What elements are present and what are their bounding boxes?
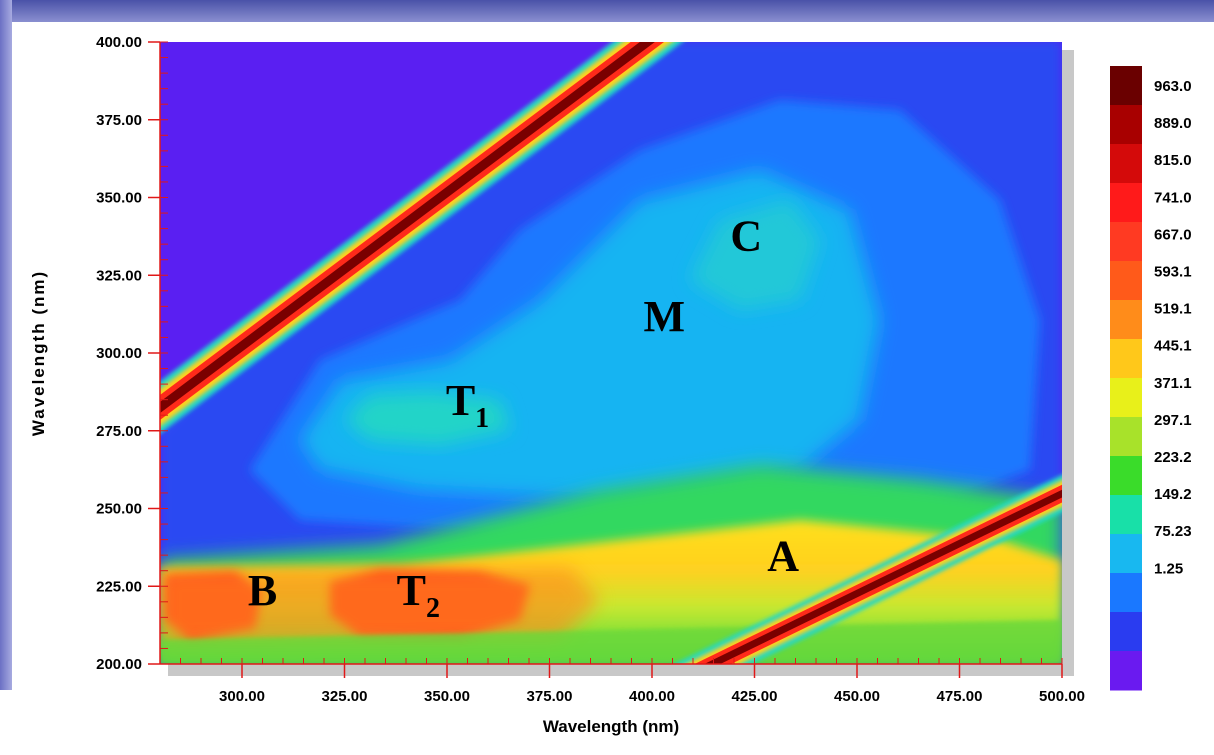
colorbar-label: 371.1 — [1154, 375, 1192, 392]
colorbar-swatch — [1110, 651, 1142, 691]
slide-left-border — [0, 0, 12, 690]
y-tick-label: 325.00 — [96, 267, 142, 284]
y-tick-label: 300.00 — [96, 345, 142, 362]
colorbar-label: 963.0 — [1154, 78, 1192, 95]
colorbar-label: 149.2 — [1154, 486, 1192, 503]
colorbar-label: 741.0 — [1154, 189, 1192, 206]
colorbar-label: 297.1 — [1154, 412, 1192, 429]
colorbar-label: 1.25 — [1154, 560, 1183, 577]
x-tick-label: 400.00 — [629, 688, 675, 705]
colorbar-swatch — [1110, 300, 1142, 340]
y-axis-title: Wavelength (nm) — [29, 270, 48, 436]
region-labels: CM T1 T2 B A — [248, 211, 799, 624]
colorbar-swatch — [1110, 105, 1142, 145]
colorbar-label: 519.1 — [1154, 301, 1192, 318]
colorbar-swatch — [1110, 222, 1142, 262]
y-tick-label: 225.00 — [96, 578, 142, 595]
x-tick-label: 375.00 — [527, 688, 573, 705]
x-tick-label: 350.00 — [424, 688, 470, 705]
colorbar-swatch — [1110, 417, 1142, 457]
colorbar-label: 445.1 — [1154, 338, 1192, 355]
y-tick-label: 250.00 — [96, 501, 142, 518]
colorbar-label: 75.23 — [1154, 523, 1192, 540]
colorbar-swatch — [1110, 66, 1142, 106]
y-tick-label: 350.00 — [96, 190, 142, 207]
y-tick-label: 375.00 — [96, 112, 142, 129]
colorbar-swatch — [1110, 456, 1142, 496]
region-label-t1: T1 — [446, 376, 489, 434]
colorbar-swatch — [1110, 573, 1142, 613]
region-label-m: M — [644, 292, 686, 341]
colorbar-swatch — [1110, 144, 1142, 184]
contour-peak-c — [690, 200, 820, 310]
colorbar-label: 889.0 — [1154, 115, 1192, 132]
colorbar: 963.0 889.0 815.0 741.0 667.0 593.1 519.1 445.1… — [1110, 66, 1192, 691]
y-tick-label: 400.00 — [96, 34, 142, 51]
contour-field — [160, 42, 1062, 664]
colorbar-swatch — [1110, 612, 1142, 652]
x-tick-label: 475.00 — [937, 688, 983, 705]
x-tick-label: 450.00 — [834, 688, 880, 705]
contour-orange-band — [160, 568, 600, 645]
colorbar-swatch — [1110, 495, 1142, 535]
colorbar-swatch — [1110, 534, 1142, 574]
colorbar-swatch — [1110, 261, 1142, 301]
colorbar-label: 593.1 — [1154, 264, 1192, 281]
region-label-c: C — [730, 211, 762, 260]
colorbar-label: 223.2 — [1154, 449, 1192, 466]
x-tick-label: 325.00 — [322, 688, 368, 705]
y-axis-ticks: 200.00 225.00 250.00 275.00 300.00 325.00 350.… — [96, 34, 168, 673]
contour-peak-t1 — [345, 392, 510, 445]
x-tick-label: 300.00 — [219, 688, 265, 705]
colorbar-swatch — [1110, 339, 1142, 379]
x-tick-label: 425.00 — [732, 688, 778, 705]
colorbar-swatch — [1110, 183, 1142, 223]
region-label-t2: T2 — [397, 566, 440, 624]
scatter-ridges — [160, 42, 1062, 664]
region-label-b: B — [248, 566, 277, 615]
region-label-a: A — [767, 532, 799, 581]
x-axis-ticks: 300.00 325.00 350.00 375.00 400.00 425.00 450.… — [159, 658, 1085, 705]
x-tick-label: 500.00 — [1039, 688, 1085, 705]
y-tick-label: 275.00 — [96, 423, 142, 440]
y-tick-label: 200.00 — [96, 656, 142, 673]
colorbar-label: 667.0 — [1154, 226, 1192, 243]
x-axis-title: Wavelength (nm) — [543, 717, 679, 736]
colorbar-swatch — [1110, 378, 1142, 418]
colorbar-label: 815.0 — [1154, 152, 1192, 169]
slide-top-banner — [0, 0, 1214, 22]
contour-bottom-green — [160, 620, 1062, 664]
